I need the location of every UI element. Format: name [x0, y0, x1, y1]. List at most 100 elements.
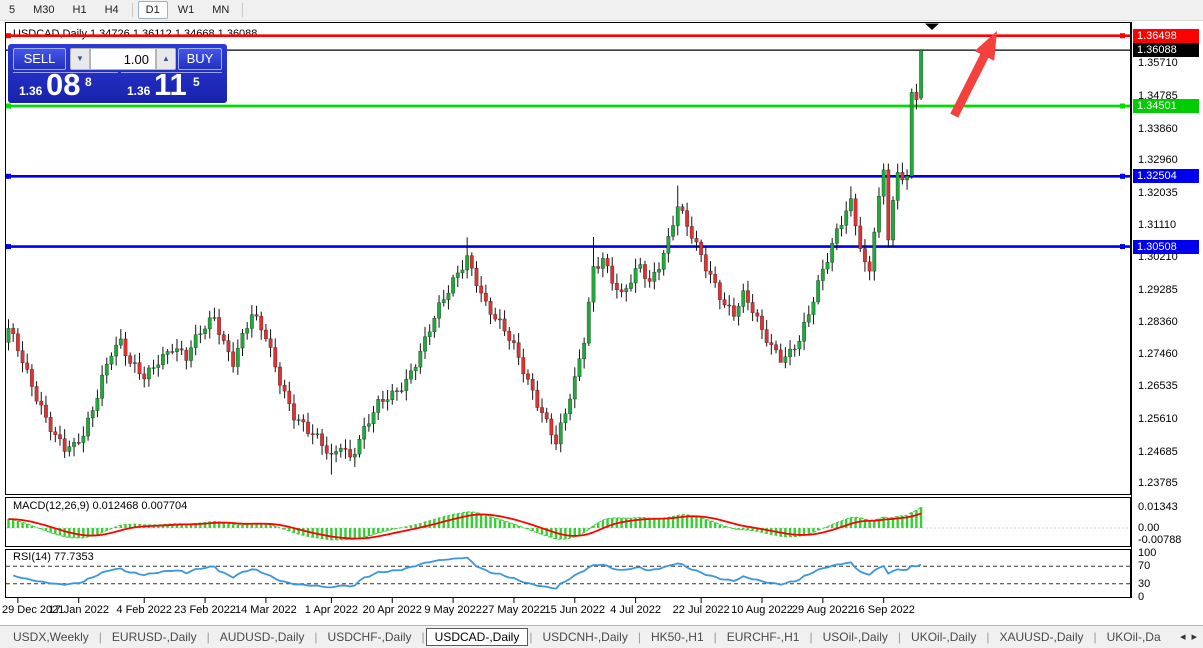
price-tag-1.34501: 1.34501 [1133, 99, 1199, 113]
sell-price-prefix: 1.36 [19, 84, 43, 98]
sell-price-pip: 8 [85, 75, 92, 89]
price-tick-label: 1.32960 [1138, 154, 1178, 167]
timeframe-toolbar: 5 M30 H1 H4 D1 W1 MN [0, 0, 1203, 21]
date-label: 27 May 2022 [482, 604, 546, 616]
tab-usdcad-daily[interactable]: USDCAD-,Daily [425, 628, 529, 646]
tab-separator: | [637, 630, 641, 644]
macd-label: MACD(12,26,9) 0.012468 0.007704 [13, 500, 188, 512]
timeframe-M30[interactable]: M30 [33, 4, 55, 16]
toolbar-separator [242, 3, 244, 17]
macd-axis-label: 0.01343 [1138, 501, 1178, 514]
timeframe-H4[interactable]: H4 [104, 4, 119, 16]
rsi-axis-label: 70 [1138, 560, 1151, 573]
date-label: 15 Jun 2022 [544, 604, 606, 616]
date-label: 10 Aug 2022 [731, 604, 793, 616]
tab-ukoil-da[interactable]: UKOil-,Da [1106, 630, 1161, 644]
tab-separator: | [421, 630, 425, 644]
tab-usdchf-daily[interactable]: USDCHF-,Daily [327, 630, 412, 644]
tab-xauusd-daily[interactable]: XAUUSD-,Daily [999, 630, 1084, 644]
rsi-axis-label: 30 [1138, 577, 1151, 590]
price-tick-label: 1.28360 [1138, 316, 1178, 329]
chart-tabs: USDX,Weekly | EURUSD-,Daily | AUDUSD-,Daily |… [4, 628, 1170, 646]
tab-eurchf-h1[interactable]: EURCHF-,H1 [726, 630, 800, 644]
price-tick-label: 1.25610 [1138, 412, 1178, 425]
buy-price-big: 11 [154, 67, 187, 102]
chart-tab-bar: USDX,Weekly | EURUSD-,Daily | AUDUSD-,Daily |… [0, 625, 1203, 648]
tab-separator: | [206, 630, 210, 644]
price-tag-1.36088: 1.36088 [1133, 43, 1199, 58]
tab-separator: | [897, 630, 902, 644]
price-tick-label: 1.35710 [1138, 57, 1178, 70]
volume-input[interactable] [90, 48, 156, 70]
date-label: 22 Jul 2022 [672, 604, 730, 616]
date-label: 4 Feb 2022 [116, 604, 173, 616]
time-axis[interactable]: 29 Dec 2021 17 Jan 2022 4 Feb 2022 23 Feb 2… [0, 598, 1203, 625]
tab-usdx-weekly[interactable]: USDX,Weekly [13, 630, 89, 644]
timeframe-W1[interactable]: W1 [177, 4, 195, 16]
macd-axis-label: 0.00 [1138, 522, 1160, 534]
toolbar-separator [131, 3, 133, 17]
timeframe-D1[interactable]: D1 [137, 1, 168, 19]
price-tick-label: 1.27460 [1138, 347, 1178, 360]
price-tick-label: 1.29285 [1138, 283, 1178, 296]
tab-ukoil-daily[interactable]: UKOil-,Daily [911, 630, 977, 644]
tab-separator: | [529, 630, 533, 644]
one-click-trade-panel: SELL ▼ ▲ BUY 1.36 08 8 1.36 11 5 [8, 44, 227, 103]
tab-separator: | [713, 630, 717, 644]
tab-audusd-daily[interactable]: AUDUSD-,Daily [219, 630, 305, 644]
date-label: 29 Dec 2021 [2, 604, 65, 616]
date-label: 1 Apr 2022 [304, 604, 359, 616]
tab-eurusd-daily[interactable]: EURUSD-,Daily [111, 630, 197, 644]
tab-scroll-left-icon[interactable]: ◂ [1179, 631, 1186, 643]
tab-separator: | [1093, 630, 1097, 644]
rsi-indicator-panel[interactable] [5, 549, 1131, 598]
buy-price-pip: 5 [193, 75, 200, 89]
tab-usoil-daily[interactable]: USOil-,Daily [822, 630, 888, 644]
price-axis[interactable]: 1.35710 1.34785 1.33860 1.32960 1.32035 1.311… [1131, 22, 1203, 603]
tab-separator: | [98, 630, 102, 644]
price-tick-label: 1.30210 [1138, 251, 1178, 264]
buy-button[interactable]: BUY [178, 48, 222, 70]
buy-price-display[interactable]: 1.36 11 5 [121, 67, 222, 102]
rsi-axis-label: 100 [1138, 547, 1157, 559]
chart-title: USDCAD,Daily 1.34726 1.36112 1.34668 1.3… [13, 28, 258, 40]
date-label: 23 Feb 2022 [174, 604, 236, 616]
sell-button[interactable]: SELL [13, 48, 66, 70]
price-tick-label: 1.23785 [1138, 477, 1178, 490]
timeframe-MN[interactable]: MN [212, 4, 230, 16]
date-label: 4 Jul 2022 [610, 604, 661, 616]
tab-usdcnh-daily[interactable]: USDCNH-,Daily [542, 630, 628, 644]
tab-separator: | [986, 630, 990, 644]
price-tag-1.32504: 1.32504 [1133, 169, 1199, 184]
tab-scroll-right-icon[interactable]: ▸ [1191, 631, 1197, 643]
price-tag-1.30508: 1.30508 [1133, 239, 1199, 254]
date-label: 9 May 2022 [424, 604, 482, 616]
date-label: 14 Mar 2022 [235, 604, 297, 616]
price-tick-label: 1.24685 [1138, 445, 1178, 458]
tab-hk50-h1[interactable]: HK50-,H1 [650, 630, 704, 644]
sell-price-big: 08 [46, 67, 81, 102]
rsi-axis-label: 0 [1138, 591, 1145, 603]
tab-separator: | [314, 630, 318, 644]
rsi-label: RSI(14) 77.7353 [13, 551, 94, 563]
date-label: 20 Apr 2022 [362, 604, 422, 616]
date-label: 16 Sep 2022 [852, 604, 915, 616]
price-tick-label: 1.26535 [1138, 380, 1178, 393]
price-tag-1.36498: 1.36498 [1133, 28, 1199, 43]
sell-price-display[interactable]: 1.36 08 8 [13, 67, 118, 102]
date-label: 17 Jan 2022 [48, 604, 109, 616]
timeframe-5[interactable]: 5 [9, 4, 16, 16]
date-label: 29 Aug 2022 [791, 604, 854, 616]
tab-separator: | [809, 630, 813, 644]
volume-increase-icon[interactable]: ▲ [156, 48, 176, 70]
price-tick-label: 1.31110 [1138, 219, 1177, 232]
volume-decrease-icon[interactable]: ▼ [70, 48, 90, 70]
price-tick-label: 1.33860 [1138, 122, 1178, 135]
buy-price-prefix: 1.36 [127, 84, 151, 98]
price-tick-label: 1.32035 [1138, 186, 1178, 199]
tab-scroll-arrows: ◂ ▸ [1172, 630, 1200, 643]
timeframe-buttons: 5 M30 H1 H4 D1 W1 MN [0, 1, 247, 19]
timeframe-H1[interactable]: H1 [72, 4, 87, 16]
macd-axis-label: -0.00788 [1138, 534, 1182, 547]
